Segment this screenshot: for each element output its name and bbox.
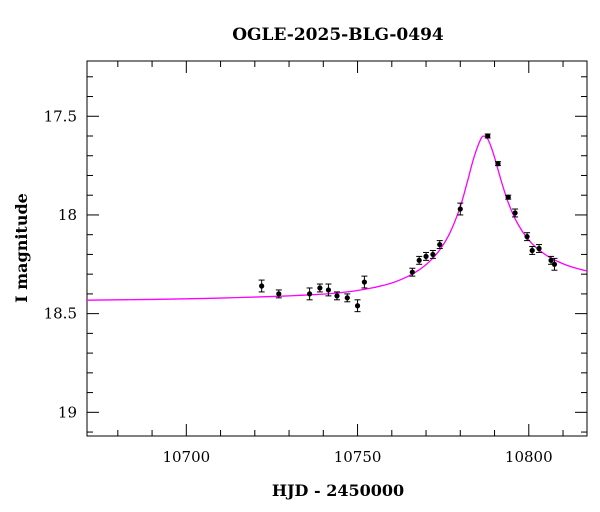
y-tick-label: 19 xyxy=(58,403,77,421)
plot-frame xyxy=(86,60,588,437)
data-point xyxy=(536,244,543,253)
major-ticks xyxy=(87,61,587,436)
data-point xyxy=(551,257,558,271)
data-point xyxy=(361,275,368,289)
data-point xyxy=(423,251,430,261)
data-point xyxy=(344,293,351,303)
point-marker xyxy=(485,133,491,139)
point-marker xyxy=(354,303,361,309)
point-marker xyxy=(551,261,558,267)
point-marker xyxy=(548,257,554,263)
data-point xyxy=(512,208,519,218)
point-marker xyxy=(361,279,367,285)
tick-labels: 10700 10750 10800 17.5 18 18.5 19 xyxy=(44,107,553,466)
y-tick-label: 18 xyxy=(58,206,77,224)
data-point xyxy=(306,287,313,301)
data-point xyxy=(325,283,332,297)
point-marker xyxy=(259,283,265,289)
x-axis-label: HJD - 2450000 xyxy=(272,481,404,500)
point-marker xyxy=(512,210,518,216)
point-marker xyxy=(317,285,323,291)
data-point xyxy=(258,279,265,293)
data-point xyxy=(354,299,361,313)
point-marker xyxy=(524,234,530,240)
point-marker xyxy=(344,295,350,301)
data-point xyxy=(548,255,555,265)
point-marker xyxy=(457,206,463,212)
data-point xyxy=(524,232,531,242)
data-point xyxy=(484,133,491,139)
chart-title: OGLE-2025-BLG-0494 xyxy=(232,25,444,45)
y-axis-label: I magnitude xyxy=(12,193,31,303)
x-tick-label: 10800 xyxy=(505,448,553,466)
point-marker xyxy=(423,253,429,259)
data-point xyxy=(416,255,423,265)
data-point xyxy=(505,194,512,200)
x-tick-label: 10750 xyxy=(334,448,382,466)
data-point xyxy=(494,161,501,167)
point-marker xyxy=(276,291,282,297)
data-point xyxy=(529,246,536,255)
model-curve xyxy=(86,135,588,301)
data-point xyxy=(429,249,436,259)
data-point xyxy=(334,291,340,301)
data-point xyxy=(436,240,443,249)
data-point xyxy=(316,283,323,293)
point-marker xyxy=(307,291,313,297)
point-marker xyxy=(416,257,422,263)
point-marker xyxy=(495,161,501,167)
model-layer xyxy=(86,135,588,301)
point-marker xyxy=(325,287,332,293)
point-marker xyxy=(536,245,542,252)
data-point xyxy=(275,289,282,299)
minor-ticks xyxy=(87,61,587,436)
y-tick-label: 17.5 xyxy=(44,107,77,125)
data-point xyxy=(409,267,416,277)
point-marker xyxy=(529,247,535,254)
point-marker xyxy=(437,241,443,248)
points-layer xyxy=(258,133,558,313)
point-marker xyxy=(505,194,511,200)
point-marker xyxy=(409,269,415,275)
point-marker xyxy=(334,293,340,299)
x-tick-label: 10700 xyxy=(162,448,210,466)
data-point xyxy=(457,202,464,216)
point-marker xyxy=(430,251,436,258)
y-tick-label: 18.5 xyxy=(44,305,77,323)
